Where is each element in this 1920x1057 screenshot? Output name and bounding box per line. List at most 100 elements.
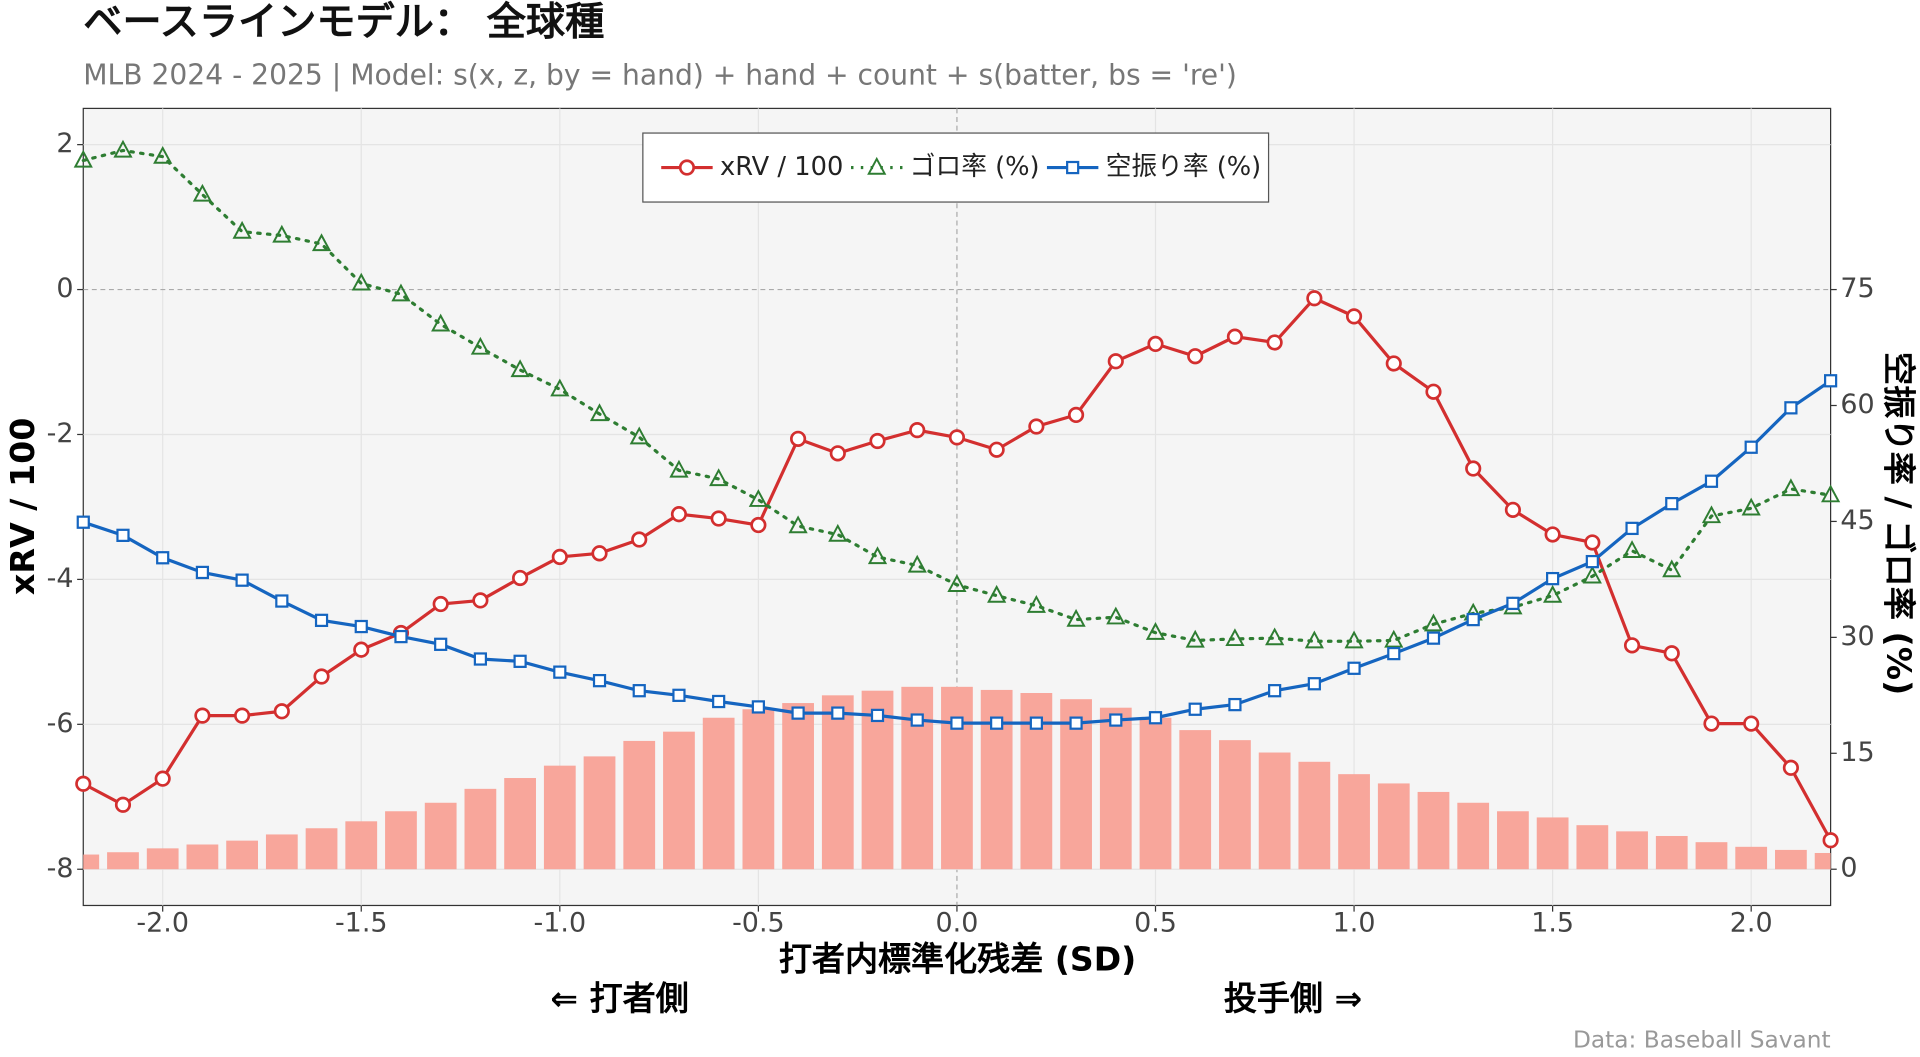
bar xyxy=(83,854,100,870)
marker xyxy=(1625,521,1639,536)
marker xyxy=(987,584,1007,603)
x-tick-label: 0.5 xyxy=(1134,907,1177,938)
marker xyxy=(1622,540,1642,558)
bar xyxy=(1417,791,1450,870)
marker xyxy=(431,313,451,332)
marker xyxy=(1741,497,1761,516)
caption: Data: Baseball Savant xyxy=(1573,1025,1831,1053)
marker xyxy=(1703,715,1720,732)
bar xyxy=(1219,740,1251,870)
bar xyxy=(583,756,616,870)
bar xyxy=(464,788,497,870)
legend-label: ゴロ率 (%) xyxy=(910,152,1040,182)
marker xyxy=(75,775,92,792)
marker xyxy=(192,183,213,202)
marker xyxy=(116,528,130,542)
marker xyxy=(831,706,845,720)
marker xyxy=(710,510,727,527)
bar xyxy=(1377,783,1410,870)
bar xyxy=(821,695,854,870)
marker xyxy=(354,619,368,634)
bar xyxy=(663,731,695,870)
marker xyxy=(750,516,767,534)
bar xyxy=(1099,707,1132,870)
bar xyxy=(1576,825,1609,870)
bar xyxy=(424,802,457,870)
bar xyxy=(1735,846,1768,870)
marker xyxy=(434,637,448,651)
marker xyxy=(1466,612,1480,627)
marker xyxy=(1066,160,1080,175)
marker xyxy=(1069,716,1083,730)
y2-tick-label: 45 xyxy=(1840,505,1874,536)
bar xyxy=(1298,761,1331,870)
marker xyxy=(351,272,371,291)
marker xyxy=(1544,526,1561,543)
marker xyxy=(947,574,967,592)
legend: xRV / 100 ゴロ率 (%) 空振り率 (%) xyxy=(642,132,1270,203)
marker xyxy=(950,716,964,730)
marker xyxy=(472,592,489,609)
marker xyxy=(1662,559,1682,578)
marker xyxy=(1384,629,1404,648)
bar xyxy=(305,828,338,870)
marker xyxy=(114,796,132,813)
marker xyxy=(1228,697,1242,712)
marker xyxy=(153,145,173,164)
marker xyxy=(156,551,170,565)
marker xyxy=(1465,460,1482,477)
marker xyxy=(670,506,688,523)
marker xyxy=(234,707,251,724)
marker xyxy=(1266,334,1283,351)
marker xyxy=(1307,677,1321,691)
marker xyxy=(948,429,966,446)
legend-label: 空振り率 (%) xyxy=(1106,152,1261,182)
marker xyxy=(1265,627,1285,646)
bar xyxy=(1655,835,1688,870)
marker xyxy=(1423,613,1444,632)
annotation: 投手側 ⇒ xyxy=(1224,979,1362,1018)
marker xyxy=(432,595,449,613)
marker xyxy=(314,613,329,628)
y2-tick-label: 60 xyxy=(1840,389,1874,420)
marker xyxy=(1109,713,1123,727)
marker xyxy=(1145,622,1166,640)
marker xyxy=(907,554,927,573)
marker xyxy=(751,700,765,714)
bar xyxy=(385,811,417,870)
marker xyxy=(632,684,646,698)
bar xyxy=(1497,811,1529,870)
bar xyxy=(742,709,775,870)
marker xyxy=(1701,505,1722,524)
marker xyxy=(709,468,729,487)
marker xyxy=(1066,608,1086,627)
bar xyxy=(1457,802,1490,870)
marker xyxy=(1425,383,1442,400)
marker xyxy=(73,149,93,168)
x-tick-label: -0.5 xyxy=(732,907,785,938)
marker xyxy=(194,707,211,724)
marker xyxy=(1148,711,1163,725)
x-axis-label: 打者内標準化残差 (SD) xyxy=(779,939,1136,978)
bar xyxy=(265,834,298,870)
marker xyxy=(1147,335,1164,353)
marker xyxy=(1782,759,1799,776)
x-tick-label: 2.0 xyxy=(1730,907,1773,938)
marker xyxy=(1584,534,1601,551)
y2-tick-label: 0 xyxy=(1840,853,1857,884)
legend-box xyxy=(642,132,1270,203)
marker xyxy=(867,546,888,565)
marker xyxy=(313,668,330,685)
marker xyxy=(790,430,807,447)
marker xyxy=(589,403,610,422)
bar xyxy=(1775,849,1807,870)
bar xyxy=(345,821,378,870)
marker xyxy=(829,445,846,462)
marker xyxy=(828,523,848,542)
marker xyxy=(473,652,488,666)
marker xyxy=(669,459,689,478)
y2-axis-label: 空振り率 / ゴロ率 (%) xyxy=(1879,352,1918,695)
y-tick-label: -4 xyxy=(47,563,74,594)
marker xyxy=(1781,478,1801,497)
